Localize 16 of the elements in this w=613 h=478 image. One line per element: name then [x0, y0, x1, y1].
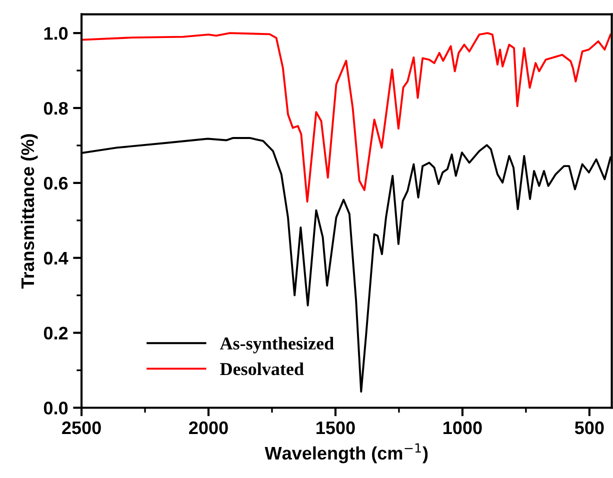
y-tick-label: 0.8	[44, 102, 68, 115]
y-axis-title: Transmittance (%)	[20, 134, 38, 289]
y-tick-label: 0.4	[44, 252, 68, 265]
y-tick-label: 0.6	[44, 176, 68, 190]
line-series	[82, 32, 612, 203]
y-tick-label: 0.0	[44, 402, 68, 414]
legend-label: Desolvated	[220, 362, 304, 376]
y-tick-label: 1.0	[44, 27, 68, 40]
y-tick-label: 0.2	[44, 326, 68, 340]
x-tick-label: 2000	[189, 421, 228, 434]
legend-label: As-synthesized	[220, 336, 334, 354]
x-axis-title: Wavelength (cm$^{−1}$)	[264, 443, 428, 464]
x-tick-label: 1000	[444, 421, 482, 434]
x-tick-label: 1500	[316, 421, 355, 434]
x-tick-label: 500	[574, 421, 604, 434]
x-tick-label: 2500	[62, 421, 101, 434]
